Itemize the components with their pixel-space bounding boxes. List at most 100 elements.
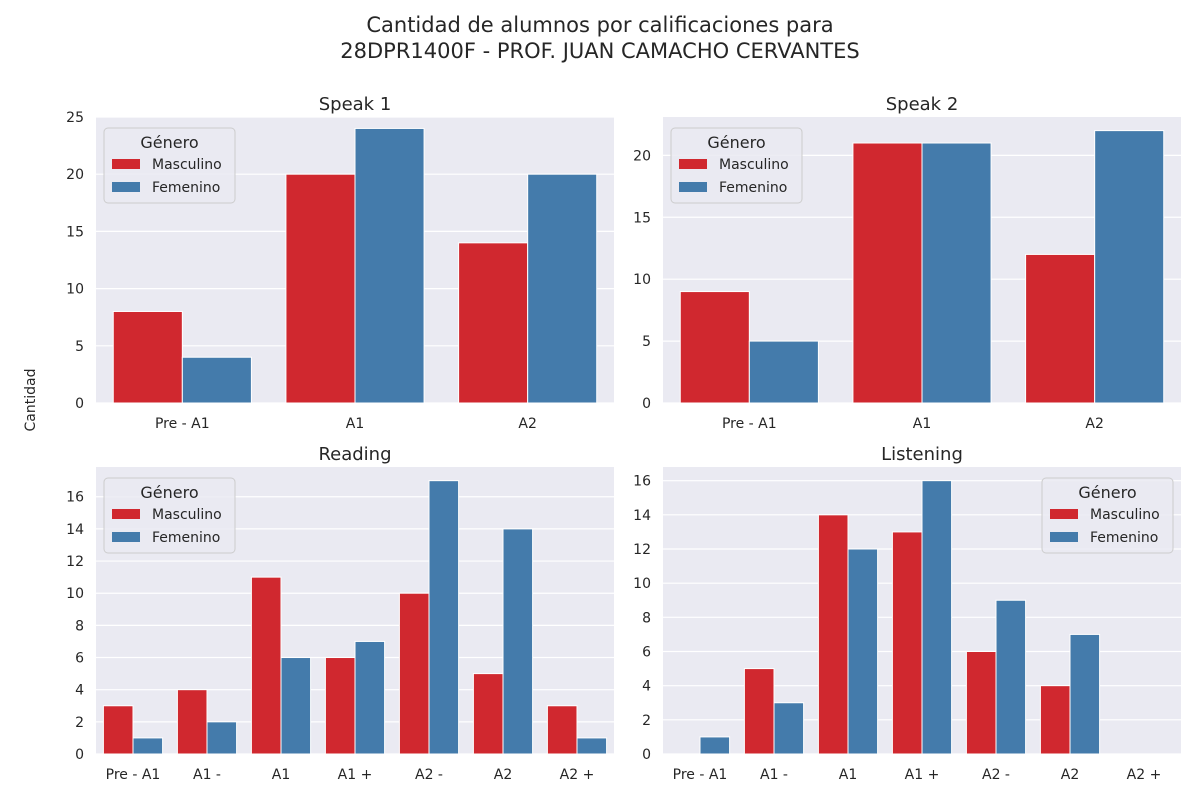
- y-tick-label: 5: [642, 334, 651, 350]
- bar-masculino-1: [176, 689, 208, 755]
- bar-masculino-1: [285, 173, 356, 404]
- panel-listening: 0 2 4 6 8 10 12 14 16 Pre - A1 A1 - A1 A1 + A2 - A2 A2 …: [633, 444, 1181, 783]
- bar-femenino-0: [132, 737, 164, 755]
- bar-masculino-2: [817, 514, 849, 755]
- bar-masculino-4: [398, 592, 430, 755]
- legend-label-masculino: Masculino: [152, 157, 222, 173]
- bar-femenino-2: [280, 657, 312, 755]
- y-tick-label: 8: [642, 610, 651, 626]
- y-tick-label: 0: [75, 747, 84, 763]
- x-tick-label: A2 +: [560, 767, 595, 783]
- bar-femenino-4: [428, 480, 460, 755]
- x-tick-label: A2 -: [415, 767, 443, 783]
- y-tick-label: 20: [633, 148, 651, 164]
- bar-masculino-5: [1039, 685, 1071, 755]
- legend-title: Género: [707, 133, 765, 152]
- y-tick-label: 0: [642, 747, 651, 763]
- bar-masculino-2: [250, 576, 282, 755]
- panel-title: Reading: [318, 444, 391, 465]
- y-tick-label: 8: [75, 618, 84, 634]
- bar-femenino-2: [527, 173, 598, 404]
- bar-femenino-1: [773, 702, 805, 755]
- panel-title: Speak 2: [886, 94, 959, 115]
- bar-masculino-1: [852, 142, 923, 404]
- bar-masculino-2: [458, 242, 529, 404]
- bar-masculino-0: [679, 291, 750, 404]
- legend-swatch-femenino: [112, 182, 140, 192]
- bar-femenino-0: [699, 736, 731, 755]
- x-tick-label: A2: [1061, 767, 1079, 783]
- x-tick-label: A1: [272, 767, 290, 783]
- panel-speak-2: 0 5 10 15 20 Pre - A1 A1 A2 Speak 2 Género Masculi…: [633, 94, 1181, 432]
- bar-masculino-2: [1025, 253, 1096, 404]
- y-tick-label: 4: [642, 679, 651, 695]
- bar-masculino-3: [891, 531, 923, 755]
- bar-femenino-1: [354, 127, 425, 404]
- legend-title: Género: [1078, 483, 1136, 502]
- x-tick-label: Pre - A1: [106, 767, 161, 783]
- x-tick-label: A1 +: [905, 767, 940, 783]
- x-tick-label: Pre - A1: [722, 416, 777, 432]
- bar-masculino-5: [472, 673, 504, 755]
- bar-masculino-3: [324, 657, 356, 755]
- bar-femenino-6: [576, 737, 608, 755]
- y-tick-label: 10: [66, 282, 84, 298]
- y-tick-label: 2: [75, 715, 84, 731]
- figure-title-line-2: 28DPR1400F - PROF. JUAN CAMACHO CERVANTE…: [340, 39, 860, 63]
- bar-femenino-3: [354, 640, 386, 755]
- legend-title: Género: [140, 133, 198, 152]
- y-tick-label: 25: [66, 110, 84, 126]
- y-tick-label: 12: [633, 542, 651, 558]
- bar-femenino-5: [1069, 633, 1101, 755]
- bar-femenino-0: [181, 356, 252, 404]
- bar-femenino-5: [502, 528, 534, 755]
- bar-femenino-2: [847, 548, 879, 755]
- x-tick-label: A1 +: [338, 767, 373, 783]
- y-tick-label: 14: [66, 522, 84, 538]
- legend-label-masculino: Masculino: [719, 157, 789, 173]
- bar-masculino-4: [965, 651, 997, 755]
- bar-masculino-0: [112, 310, 183, 404]
- legend: Género Masculino Femenino: [1041, 477, 1174, 554]
- y-tick-label: 6: [642, 645, 651, 661]
- bar-masculino-1: [743, 668, 775, 755]
- y-tick-label: 2: [642, 713, 651, 729]
- legend-swatch-femenino: [679, 182, 707, 192]
- y-tick-label: 10: [633, 272, 651, 288]
- bar-femenino-3: [921, 480, 953, 755]
- x-tick-label: A2: [518, 416, 536, 432]
- bar-femenino-0: [748, 340, 819, 404]
- legend-label-femenino: Femenino: [152, 530, 220, 546]
- legend: Género Masculino Femenino: [103, 127, 236, 204]
- x-tick-label: A2: [494, 767, 512, 783]
- bar-femenino-4: [995, 599, 1027, 755]
- y-tick-label: 16: [633, 474, 651, 490]
- panel-reading: 0 2 4 6 8 10 12 14 16 Pre - A1 A1 - A1 A1 + A2 - A2 A2 …: [66, 444, 614, 783]
- legend-swatch-masculino: [679, 159, 707, 169]
- legend-swatch-femenino: [112, 532, 140, 542]
- legend-label-masculino: Masculino: [1090, 507, 1160, 523]
- y-tick-label: 6: [75, 651, 84, 667]
- y-tick-label: 15: [66, 224, 84, 240]
- legend-label-femenino: Femenino: [719, 180, 787, 196]
- figure-title-line-1: Cantidad de alumnos por calificaciones p…: [366, 13, 834, 37]
- x-tick-label: A1: [913, 416, 931, 432]
- bar-masculino-0: [102, 705, 134, 755]
- panel-title: Speak 1: [319, 94, 392, 115]
- x-tick-label: A2: [1085, 416, 1103, 432]
- y-tick-label: 0: [75, 396, 84, 412]
- legend-swatch-masculino: [1050, 509, 1078, 519]
- y-tick-label: 10: [633, 576, 651, 592]
- x-tick-label: A1 -: [760, 767, 788, 783]
- bar-femenino-1: [921, 142, 992, 404]
- y-tick-label: 0: [642, 396, 651, 412]
- y-tick-label: 16: [66, 490, 84, 506]
- legend-swatch-masculino: [112, 159, 140, 169]
- y-tick-label: 15: [633, 210, 651, 226]
- panel-speak-1: 0 5 10 15 20 25 Pre - A1 A1 A2 Speak 1 Género Mascu…: [66, 94, 614, 432]
- bar-femenino-2: [1094, 130, 1165, 404]
- bar-masculino-6: [546, 705, 578, 755]
- x-tick-label: Pre - A1: [155, 416, 210, 432]
- x-tick-label: A2 +: [1127, 767, 1162, 783]
